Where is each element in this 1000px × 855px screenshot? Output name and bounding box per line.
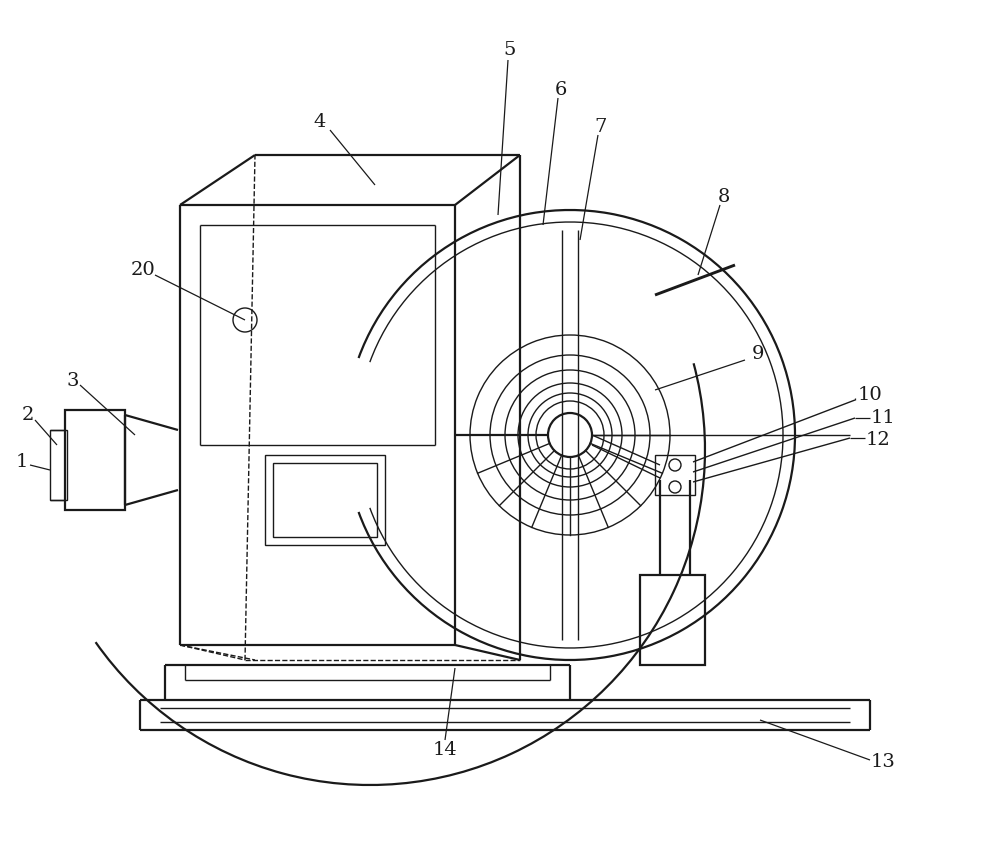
Text: 9: 9 — [752, 345, 764, 363]
Text: 13: 13 — [871, 753, 895, 771]
Text: 6: 6 — [555, 81, 567, 99]
Text: 8: 8 — [718, 188, 730, 206]
Text: 1: 1 — [16, 453, 28, 471]
Text: 12: 12 — [866, 431, 890, 449]
Bar — [273, 463, 377, 537]
Text: 11: 11 — [871, 409, 895, 427]
Bar — [50, 430, 67, 500]
Text: 10: 10 — [858, 386, 882, 404]
Text: 7: 7 — [595, 118, 607, 136]
Text: 14: 14 — [433, 741, 457, 759]
Text: 4: 4 — [314, 113, 326, 131]
Bar — [65, 410, 125, 510]
Text: 5: 5 — [504, 41, 516, 59]
Text: 20: 20 — [131, 261, 155, 279]
Text: 2: 2 — [22, 406, 34, 424]
Text: 3: 3 — [67, 372, 79, 390]
Bar — [640, 575, 705, 665]
Bar — [655, 455, 695, 495]
Bar — [265, 455, 385, 545]
